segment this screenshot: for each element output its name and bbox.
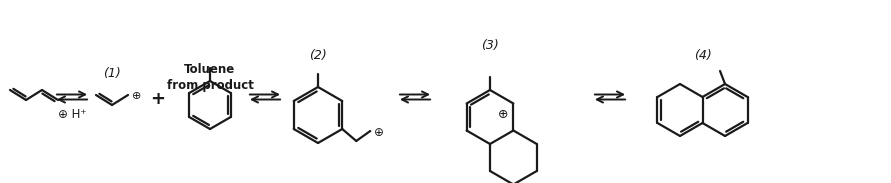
Text: (4): (4)	[693, 49, 711, 63]
Text: ⊕ H⁺: ⊕ H⁺	[58, 107, 86, 120]
Text: ⊕: ⊕	[132, 91, 142, 101]
Text: ⊕: ⊕	[374, 126, 384, 139]
Text: (1): (1)	[103, 66, 121, 79]
Text: Toluene
from product: Toluene from product	[167, 63, 253, 92]
Text: +: +	[151, 90, 166, 108]
Text: ⊕: ⊕	[498, 109, 508, 122]
Text: (2): (2)	[309, 48, 327, 61]
Text: (3): (3)	[481, 38, 499, 51]
